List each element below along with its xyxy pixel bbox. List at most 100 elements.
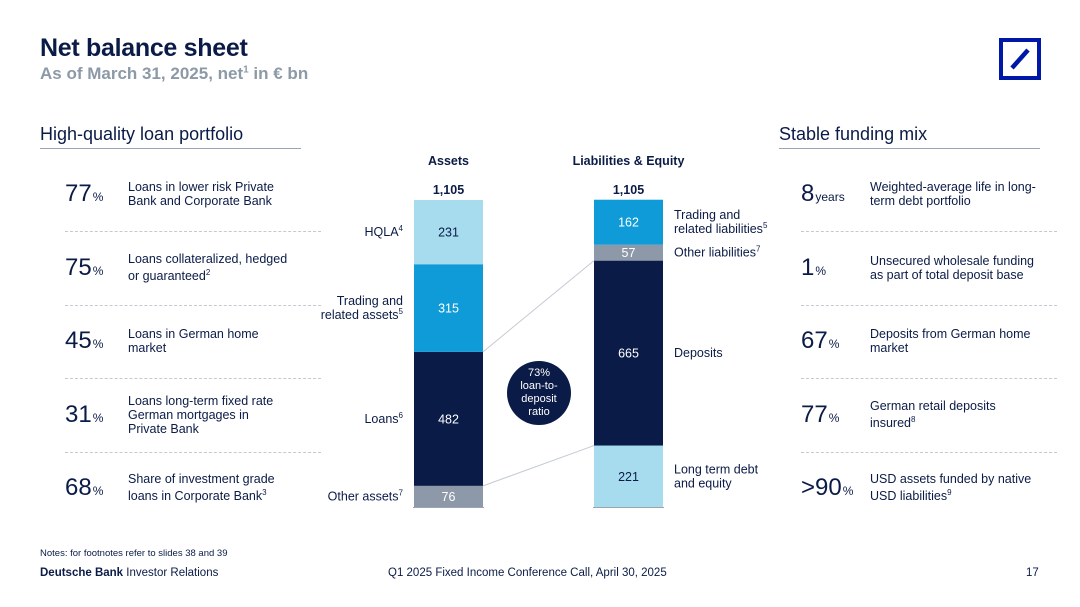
kpi-description: German retail deposits insured8	[870, 398, 996, 431]
kpi-divider	[65, 378, 321, 379]
segment-label: Other liabilities7	[674, 245, 761, 260]
kpi-description: Deposits from German home market	[870, 327, 1031, 355]
kpi-value: 68%	[65, 458, 103, 518]
page-subtitle: As of March 31, 2025, net1 in € bn	[40, 64, 308, 84]
kpi-number: 77	[65, 180, 92, 207]
bar-segment	[414, 351, 483, 486]
footer-event: Q1 2025 Fixed Income Conference Call, Ap…	[388, 567, 667, 579]
kpi-unit: %	[92, 190, 104, 204]
kpi-description: Share of investment grade loans in Corpo…	[128, 472, 275, 504]
kpi-unit: years	[815, 190, 845, 204]
kpi-unit: %	[842, 484, 854, 498]
kpi-value: 77%	[65, 164, 103, 224]
kpi-divider	[65, 451, 321, 453]
data-label: 482	[438, 412, 459, 426]
column-total: 1,105	[433, 183, 464, 197]
right-kpi-3: 67% Deposits from German home market	[801, 311, 1062, 371]
kpi-unit: %	[92, 410, 104, 425]
data-label: 315	[438, 302, 459, 316]
page-title: Net balance sheet	[40, 34, 248, 62]
left-kpi-5: 68% Share of investment grade loans in Co…	[65, 458, 326, 518]
kpi-value: 67%	[801, 311, 839, 371]
kpi-number: 68	[65, 474, 92, 501]
segment-label: HQLA4	[365, 224, 404, 239]
kpi-unit: %	[92, 337, 104, 351]
kpi-value: 8 years	[801, 164, 845, 224]
kpi-number: >90	[801, 474, 842, 501]
kpi-number: 8	[801, 180, 815, 207]
kpi-number: 31	[65, 400, 92, 428]
kpi-value: 31%	[65, 385, 103, 445]
kpi-value: 45%	[65, 311, 103, 371]
bar-segment	[414, 264, 483, 352]
kpi-value: 1%	[801, 238, 826, 298]
right-kpi-4: 77% German retail deposits insured8	[801, 385, 1062, 445]
kpi-unit: %	[92, 263, 104, 278]
kpi-description: Loans in lower risk Private Bank and Cor…	[128, 180, 274, 208]
kpi-number: 1	[801, 253, 815, 281]
left-kpi-2: 75% Loans collateralized, hedged or guara…	[65, 238, 326, 298]
kpi-number: 77	[801, 400, 828, 428]
kpi-description: Weighted-average life in long-term debt …	[870, 180, 1036, 208]
right-kpi-2: 1% Unsecured wholesale funding as part of…	[801, 238, 1062, 298]
kpi-description: Loans collateralized, hedged or guarante…	[128, 251, 288, 284]
kpi-divider	[801, 231, 1057, 232]
kpi-number: 45	[65, 327, 92, 354]
left-kpi-3: 45% Loans in German home market	[65, 311, 326, 371]
loan-to-deposit-text: 73% loan-to-deposit ratio	[520, 367, 558, 418]
footnote-text: Notes: for footnotes refer to slides 38 …	[40, 548, 228, 559]
kpi-divider	[801, 451, 1057, 453]
footer-brand: Deutsche Bank Investor Relations	[40, 567, 218, 579]
kpi-unit: %	[815, 263, 827, 278]
column-title: Assets	[428, 154, 469, 168]
segment-label: Loans6	[364, 411, 403, 426]
right-kpi-5: >90% USD assets funded by native USD liab…	[801, 458, 1062, 518]
bar-segment	[594, 260, 663, 446]
left-kpi-4: 31% Loans long-term fixed rate German mor…	[65, 385, 326, 445]
right-kpi-1: 8 years Weighted-average life in long-term…	[801, 164, 1062, 224]
kpi-value: 75%	[65, 238, 103, 298]
kpi-description: Unsecured wholesale funding as part of t…	[870, 253, 1034, 282]
bar-segment	[414, 200, 483, 265]
data-label: 162	[618, 216, 639, 230]
segment-label: Deposits	[674, 346, 723, 360]
data-label: 221	[618, 470, 639, 484]
segment-label: Trading and related liabilities5	[674, 208, 768, 236]
left-kpi-1: 77% Loans in lower risk Private Bank and …	[65, 164, 326, 224]
data-label: 76	[442, 490, 456, 504]
column-total: 1,105	[613, 183, 644, 197]
segment-label: Other assets7	[328, 488, 404, 503]
column-title: Liabilities & Equity	[573, 154, 685, 168]
subtitle-text: As of March 31, 2025, net	[40, 64, 244, 83]
bar-segment	[594, 445, 663, 507]
kpi-unit: %	[828, 410, 840, 425]
bar-segment	[594, 244, 663, 261]
kpi-description: USD assets funded by native USD liabilit…	[870, 472, 1032, 504]
kpi-value: 77%	[801, 385, 839, 445]
page-number: 17	[1026, 567, 1039, 579]
loan-to-deposit-badge: 73% loan-to-deposit ratio	[507, 361, 571, 425]
left-panel-heading: High-quality loan portfolio	[40, 124, 301, 149]
data-label: 665	[618, 347, 639, 361]
kpi-divider	[801, 304, 1057, 306]
data-label: 57	[622, 246, 636, 260]
kpi-value: >90%	[801, 458, 853, 518]
kpi-unit: %	[92, 484, 104, 498]
kpi-description: Loans long-term fixed rate German mortga…	[128, 393, 274, 436]
footer-brand-name: Deutsche Bank	[40, 567, 124, 579]
kpi-divider	[65, 304, 321, 306]
bar-segment	[414, 485, 483, 507]
kpi-description: Loans in German home market	[128, 327, 259, 355]
data-label: 231	[438, 226, 459, 240]
segment-label: Long term debt and equity	[674, 462, 759, 490]
bar-segment	[594, 199, 663, 245]
kpi-divider	[801, 378, 1057, 379]
kpi-number: 67	[801, 327, 828, 354]
footer-brand-rest: Investor Relations	[123, 567, 219, 579]
kpi-number: 75	[65, 253, 92, 281]
connector-line	[482, 260, 595, 353]
kpi-unit: %	[828, 337, 840, 351]
right-panel-heading: Stable funding mix	[779, 124, 1040, 149]
subtitle-footnote: 1	[243, 64, 249, 76]
